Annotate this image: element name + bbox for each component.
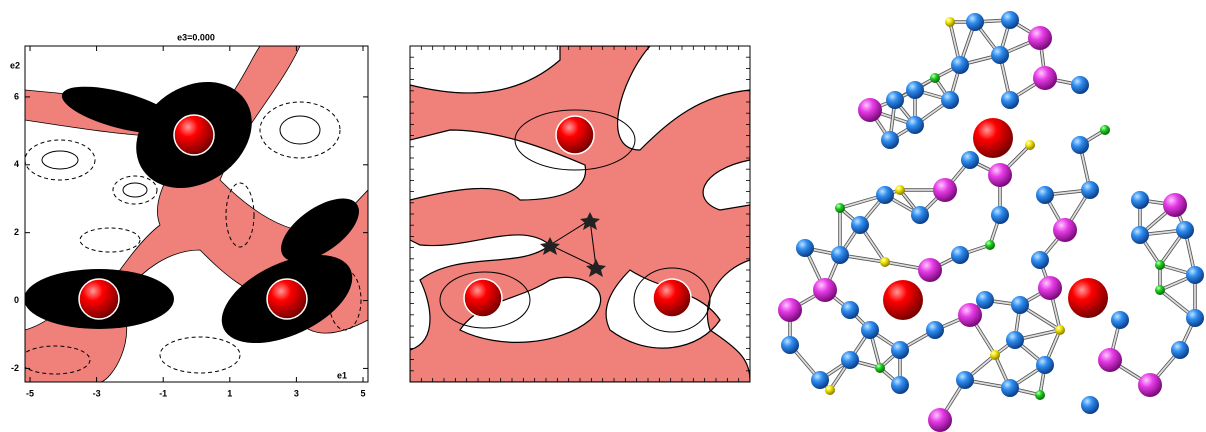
atom [1100, 125, 1110, 135]
atom [1028, 26, 1052, 50]
contour-plot [20, 46, 369, 382]
central-atom [883, 280, 923, 320]
atom [951, 56, 969, 74]
atom [951, 246, 969, 264]
molecular-model [778, 11, 1204, 432]
plot-title: e3=0.000 [177, 32, 215, 42]
atom [1071, 76, 1089, 94]
atom [990, 350, 1000, 360]
y-axis-label: e2 [10, 60, 20, 70]
atom [876, 186, 894, 204]
atom [1071, 136, 1089, 154]
atom [1006, 331, 1024, 349]
y-tick-label: -2 [11, 363, 19, 373]
atom [933, 178, 957, 202]
y-tick-label: 6 [14, 91, 19, 101]
atom [958, 303, 982, 327]
atom [1036, 356, 1054, 374]
atom [988, 163, 1012, 187]
atom [1171, 341, 1189, 359]
atom [1055, 325, 1065, 335]
atom [911, 206, 929, 224]
atom [841, 351, 859, 369]
atom [985, 240, 995, 250]
x-tick-label: 1 [227, 388, 232, 398]
atom [1176, 221, 1194, 239]
atom [1131, 226, 1149, 244]
atom [906, 81, 924, 99]
central-atom [973, 118, 1013, 158]
atom [1053, 218, 1077, 242]
x-tick-label: -1 [159, 388, 167, 398]
atom [1131, 191, 1149, 209]
atom [1001, 379, 1019, 397]
atom [1098, 348, 1122, 372]
atom [1011, 296, 1029, 314]
atom [1138, 373, 1162, 397]
atom [851, 216, 869, 234]
atom [1025, 140, 1035, 150]
atom [945, 17, 955, 27]
atom [781, 336, 799, 354]
atom [926, 321, 944, 339]
atom [895, 185, 905, 195]
atom [881, 131, 899, 149]
atom [1081, 181, 1099, 199]
atom [1155, 285, 1165, 295]
atom [1035, 390, 1045, 400]
atom [961, 151, 979, 169]
figure: e3=0.000 e2 e1 -5 -3 -1 1 3 5 6 4 2 0 -2 [0, 0, 1206, 432]
atom [1081, 396, 1099, 414]
atom [841, 301, 859, 319]
atom [1001, 11, 1019, 29]
atom [796, 239, 814, 257]
central-atom [1068, 278, 1108, 318]
atom [956, 371, 974, 389]
atom [1111, 311, 1129, 329]
atom [1031, 251, 1049, 269]
atom [858, 98, 882, 122]
atom [825, 385, 835, 395]
atom [891, 376, 909, 394]
atom [991, 46, 1009, 64]
atom [1186, 266, 1204, 284]
atom [966, 13, 984, 31]
atom [813, 278, 837, 302]
atom [1155, 260, 1165, 270]
x-tick-label: -3 [93, 388, 101, 398]
atom [886, 91, 904, 109]
atom [831, 246, 849, 264]
atom [991, 206, 1009, 224]
y-tick-label: 2 [14, 227, 19, 237]
atom [918, 258, 942, 282]
x-tick-label: 3 [294, 388, 299, 398]
page: e3=0.000 e2 e1 -5-3-11356420-2 (() => { … [0, 0, 1206, 432]
atom [891, 341, 909, 359]
atom [875, 363, 885, 373]
atom [861, 321, 879, 339]
atom [941, 91, 959, 109]
y-tick-label: 0 [14, 295, 19, 305]
atom [1033, 66, 1057, 90]
y-tick-label: 4 [14, 159, 19, 169]
atom [928, 408, 952, 432]
atom [976, 291, 994, 309]
contour-plot [410, 46, 750, 382]
atom [1186, 309, 1204, 327]
atom [1036, 186, 1054, 204]
atom [1163, 193, 1187, 217]
atom [930, 73, 940, 83]
atom [835, 203, 845, 213]
atom [1001, 91, 1019, 109]
x-tick-label: 5 [360, 388, 365, 398]
atom [1038, 276, 1062, 300]
atom [811, 371, 829, 389]
atom [880, 257, 890, 267]
x-tick-label: -5 [26, 388, 34, 398]
atom [778, 298, 802, 322]
atom [906, 116, 924, 134]
x-axis-label: e1 [337, 370, 347, 380]
